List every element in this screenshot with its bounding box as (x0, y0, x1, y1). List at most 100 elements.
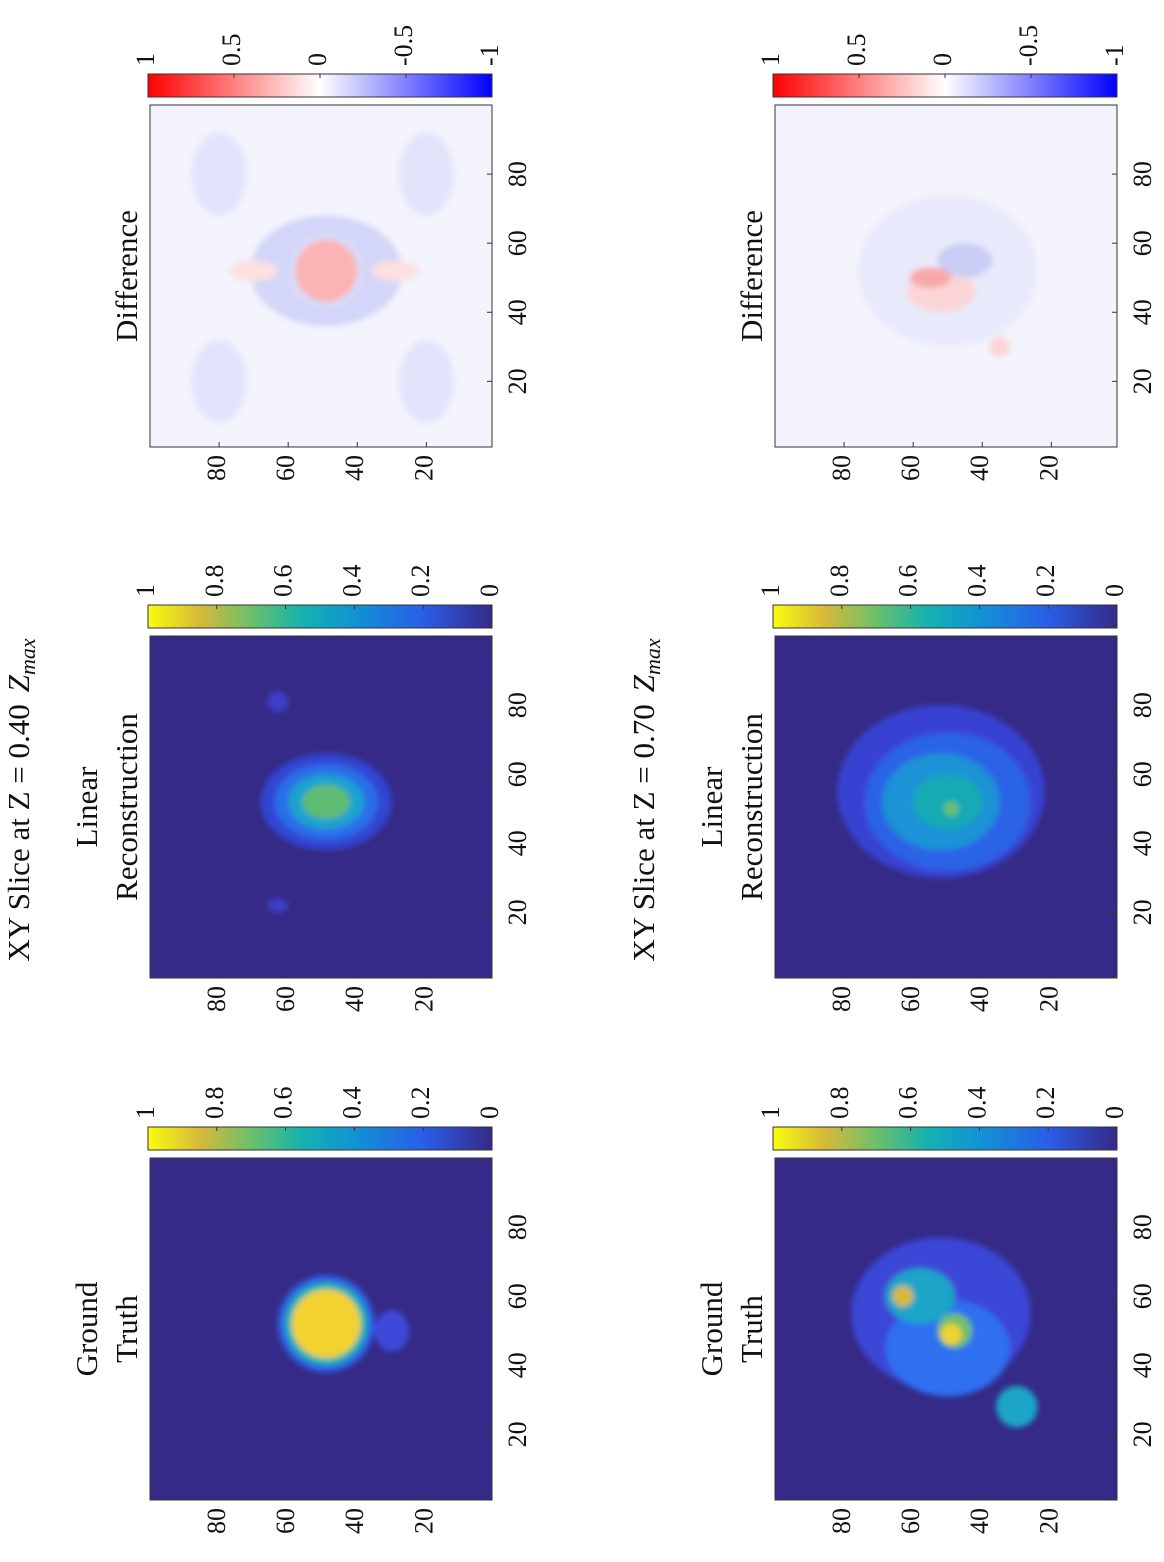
row-title: XY Slice at Z = 0.40 Zmax (1, 638, 40, 962)
field-blob (191, 133, 246, 216)
field-blob (996, 1386, 1037, 1427)
field-blob (302, 785, 350, 820)
field-blob (941, 1324, 962, 1345)
x-tick-label: 20 (503, 899, 532, 925)
panel-title: Reconstruction (734, 713, 769, 901)
colorbar-tick-label: 0.8 (200, 1087, 229, 1120)
y-tick-label: 80 (202, 1508, 231, 1534)
colorbar-tick-label: 1 (756, 1106, 785, 1119)
x-tick-label: 20 (503, 1421, 532, 1447)
panel-title: Difference (734, 210, 769, 342)
x-tick-label: 20 (1128, 899, 1157, 925)
y-tick-label: 80 (827, 455, 856, 481)
x-tick-label: 80 (1128, 692, 1157, 718)
panel-title: Ground (694, 1281, 729, 1376)
row-title-text: XY Slice at Z = 0.40 (1, 704, 36, 961)
x-tick-label: 80 (503, 1214, 532, 1240)
x-tick-label: 60 (503, 230, 532, 256)
colorbar-tick-label: 1 (756, 53, 785, 66)
x-tick-label: 40 (1128, 830, 1157, 856)
y-tick-label: 60 (896, 1508, 925, 1534)
y-tick-label: 20 (1034, 1508, 1063, 1534)
row-title-symbol: Z (626, 674, 661, 692)
x-tick-label: 20 (1128, 1421, 1157, 1447)
colorbar-tick-label: 0.4 (962, 1087, 991, 1120)
y-tick-label: 40 (340, 986, 369, 1012)
colorbar (148, 1127, 492, 1150)
x-tick-label: 80 (503, 161, 532, 187)
x-tick-label: 60 (503, 1283, 532, 1309)
y-tick-label: 60 (271, 455, 300, 481)
panel-title: Difference (109, 210, 144, 342)
y-tick-label: 20 (1034, 986, 1063, 1012)
x-tick-label: 20 (503, 368, 532, 394)
row-title-text: XY Slice at Z = 0.70 (626, 704, 661, 961)
y-tick-label: 20 (409, 1508, 438, 1534)
colorbar-tick-label: 0.5 (217, 34, 246, 67)
colorbar-tick-label: 1 (756, 584, 785, 597)
colorbar-tick-label: 0.4 (962, 565, 991, 598)
y-tick-label: 20 (1034, 455, 1063, 481)
colorbar-tick-label: 0 (475, 584, 504, 597)
colorbar-tick-label: 0.2 (406, 565, 435, 598)
row-title-subscript: max (640, 638, 665, 675)
field-blob (913, 774, 982, 829)
x-tick-label: 40 (503, 830, 532, 856)
y-tick-label: 60 (271, 986, 300, 1012)
x-tick-label: 80 (1128, 1214, 1157, 1240)
y-tick-label: 20 (409, 455, 438, 481)
colorbar-tick-label: 0.4 (337, 1087, 366, 1120)
panel: Difference2040608020406080-1-0.500.51 (109, 25, 532, 481)
colorbar-tick-label: 0 (303, 53, 332, 66)
field-blob (267, 691, 288, 712)
x-tick-label: 80 (1128, 161, 1157, 187)
y-tick-label: 40 (965, 1508, 994, 1534)
y-tick-label: 40 (340, 1508, 369, 1534)
row-title-subscript: max (15, 638, 40, 675)
colorbar-tick-label: 0 (475, 1106, 504, 1119)
colorbar-tick-label: 0 (1100, 584, 1129, 597)
x-tick-label: 20 (1128, 368, 1157, 394)
x-tick-label: 60 (1128, 1283, 1157, 1309)
colorbar (773, 1127, 1117, 1150)
row-title-symbol: Z (1, 674, 36, 692)
colorbar (773, 605, 1117, 628)
field-blob (229, 260, 277, 281)
colorbar-tick-label: 0.6 (894, 1087, 923, 1120)
field-blob (267, 899, 288, 913)
colorbar-tick-label: 0.8 (200, 565, 229, 598)
field-blob (989, 336, 1010, 357)
y-tick-label: 80 (827, 986, 856, 1012)
y-tick-label: 40 (965, 455, 994, 481)
field-blob (399, 133, 454, 216)
field-blob (944, 802, 958, 816)
field-blob (375, 1310, 410, 1351)
colorbar-tick-label: 0.8 (825, 565, 854, 598)
panel-title: Ground (69, 1281, 104, 1376)
colorbar-tick-label: 1 (131, 584, 160, 597)
colorbar-tick-label: -1 (1100, 44, 1129, 66)
y-tick-label: 40 (340, 455, 369, 481)
x-tick-label: 60 (503, 761, 532, 787)
colorbar-tick-label: 0.2 (406, 1087, 435, 1120)
y-tick-label: 60 (896, 986, 925, 1012)
x-tick-label: 40 (503, 299, 532, 325)
y-tick-label: 20 (409, 986, 438, 1012)
panel-title: Truth (109, 1295, 144, 1363)
colorbar-tick-label: 0.6 (894, 565, 923, 598)
colorbar-tick-label: 0.5 (842, 34, 871, 67)
x-tick-label: 60 (1128, 230, 1157, 256)
panel-title: Linear (69, 766, 104, 848)
panel-title: Linear (694, 766, 729, 848)
y-tick-label: 80 (827, 1508, 856, 1534)
colorbar-tick-label: 0.2 (1031, 565, 1060, 598)
x-tick-label: 40 (1128, 299, 1157, 325)
field-blob (910, 267, 951, 288)
colorbar-tick-label: 0.4 (337, 565, 366, 598)
colorbar-tick-label: 0 (1100, 1106, 1129, 1119)
